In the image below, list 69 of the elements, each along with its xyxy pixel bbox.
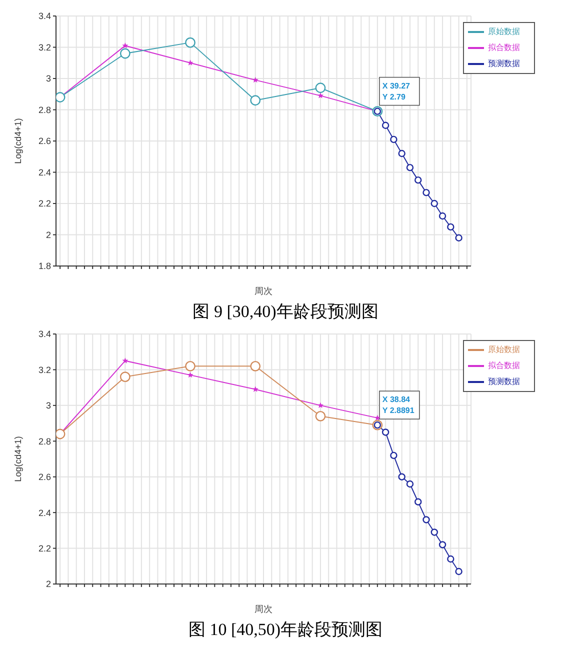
point	[374, 414, 380, 421]
point	[398, 473, 406, 480]
point	[315, 82, 326, 94]
text: 图 10 [40,50)年龄段预测图	[187, 619, 384, 641]
point	[122, 42, 128, 48]
y-axis-title: Log(cd4+1)	[13, 118, 24, 164]
y-tick-label: 2.4	[38, 167, 51, 178]
y-tick-label: 3.4	[38, 11, 51, 22]
legend-label: 拟合数据	[488, 43, 520, 52]
y-tick-label: 2.4	[38, 508, 51, 518]
point	[406, 164, 414, 172]
y-tick-label: 2.6	[38, 136, 51, 146]
point	[56, 428, 66, 440]
legend-label: 预测数据	[488, 59, 520, 68]
annotation: X 39.27 Y 2.79	[382, 81, 411, 102]
y-tick-label: 3	[46, 74, 51, 84]
point	[438, 212, 446, 220]
text: 图 9 [30,40)年龄段预测图	[192, 301, 380, 323]
y-tick-label: 2	[46, 579, 51, 590]
point	[120, 372, 130, 382]
point	[398, 150, 406, 158]
point	[122, 358, 128, 364]
point	[382, 122, 390, 129]
point	[56, 92, 66, 102]
point	[455, 568, 462, 576]
point	[315, 410, 326, 422]
point	[422, 188, 430, 196]
y-tick-label: 3.4	[38, 329, 51, 340]
point	[390, 452, 398, 460]
legend-label: 拟合数据	[488, 361, 520, 370]
y-tick-label: 1.8	[38, 261, 51, 272]
x-axis-title: 周次	[254, 286, 272, 296]
point	[430, 528, 438, 536]
y-axis-title: Log(cd4+1)	[13, 436, 24, 482]
legend-label: 原始数据	[488, 345, 520, 354]
point	[252, 386, 258, 392]
y-tick-label: 3.2	[38, 42, 51, 52]
point	[447, 555, 454, 563]
point	[422, 516, 430, 524]
point	[414, 176, 422, 184]
point	[390, 136, 398, 144]
y-tick-label: 2.2	[38, 198, 51, 209]
point	[185, 37, 196, 48]
x-axis-title: 周次	[254, 604, 272, 614]
point	[414, 498, 422, 506]
point	[250, 360, 261, 372]
y-tick-label: 2.2	[38, 543, 51, 554]
point	[317, 402, 324, 408]
point	[250, 95, 261, 106]
point	[455, 234, 462, 242]
y-tick-label: 2.8	[38, 436, 51, 446]
point	[430, 200, 438, 208]
point	[120, 48, 130, 59]
y-tick-label: 3.2	[38, 364, 51, 375]
legend-label: 预测数据	[488, 377, 520, 386]
point	[187, 60, 194, 66]
legend-label: 原始数据	[488, 27, 520, 36]
y-tick-label: 2	[46, 230, 51, 240]
point	[187, 372, 194, 378]
y-tick-label: 3	[46, 400, 51, 411]
point	[382, 428, 390, 436]
annotation: X 38.84 Y 2.8891	[382, 395, 415, 416]
point	[317, 92, 324, 98]
point	[185, 360, 196, 372]
point	[438, 541, 446, 548]
point	[447, 223, 454, 231]
point	[406, 480, 414, 488]
y-tick-label: 2.6	[38, 472, 51, 482]
y-tick-label: 2.8	[38, 104, 51, 115]
